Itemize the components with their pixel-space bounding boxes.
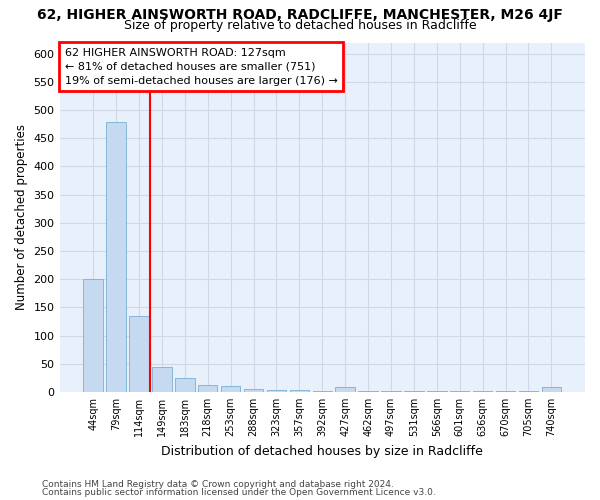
Y-axis label: Number of detached properties: Number of detached properties (15, 124, 28, 310)
Text: 62 HIGHER AINSWORTH ROAD: 127sqm
← 81% of detached houses are smaller (751)
19% : 62 HIGHER AINSWORTH ROAD: 127sqm ← 81% o… (65, 48, 338, 86)
Bar (129, 316, 149, 392)
Text: Contains HM Land Registry data © Crown copyright and database right 2024.: Contains HM Land Registry data © Crown c… (42, 480, 394, 489)
Bar (175, 378, 194, 392)
Bar (198, 384, 217, 392)
Bar (313, 391, 332, 392)
Bar (152, 367, 172, 392)
Bar (83, 278, 103, 392)
Bar (244, 389, 263, 392)
Text: Size of property relative to detached houses in Radcliffe: Size of property relative to detached ho… (124, 19, 476, 32)
Bar (335, 387, 355, 392)
Bar (290, 390, 309, 392)
Bar (106, 122, 126, 392)
Text: 62, HIGHER AINSWORTH ROAD, RADCLIFFE, MANCHESTER, M26 4JF: 62, HIGHER AINSWORTH ROAD, RADCLIFFE, MA… (37, 8, 563, 22)
Bar (221, 386, 241, 392)
Bar (542, 388, 561, 392)
Text: Contains public sector information licensed under the Open Government Licence v3: Contains public sector information licen… (42, 488, 436, 497)
Bar (267, 390, 286, 392)
X-axis label: Distribution of detached houses by size in Radcliffe: Distribution of detached houses by size … (161, 444, 483, 458)
